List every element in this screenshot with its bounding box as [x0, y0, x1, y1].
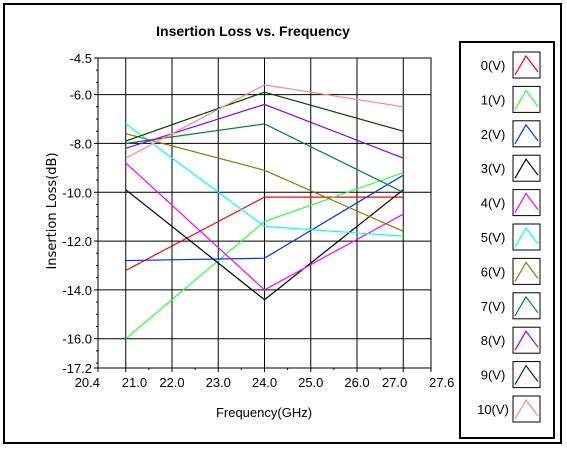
- series-line-6v: [125, 133, 404, 232]
- y-tick-label: -17.2: [62, 361, 92, 376]
- legend-label: 2(V): [481, 127, 506, 142]
- axis-ticks: 20.4 21.0 22.0 23.0 24.0 25.0 26.0 27.0 27.6 -4.5…: [62, 51, 454, 390]
- x-tick-label: 20.4: [75, 375, 100, 390]
- legend-label: 5(V): [481, 230, 506, 245]
- x-tick-label: 26.0: [344, 375, 369, 390]
- x-tick-label: 22.0: [159, 375, 184, 390]
- y-tick-label: -14.0: [62, 283, 92, 298]
- chart-title: Insertion Loss vs. Frequency: [156, 23, 350, 39]
- series-line-2v: [125, 174, 404, 262]
- series-line-3v: [125, 189, 404, 301]
- legend-swatch-line: [514, 295, 539, 317]
- legend-swatch-line: [514, 123, 539, 145]
- legend-swatch-line: [514, 398, 539, 420]
- legend: 0(V) 1(V) 2(V) 3(V) 4(V) 5(V) 6(V) 7(V) 8(V) 9(V)…: [477, 51, 541, 423]
- legend-label: 10(V): [477, 402, 509, 417]
- series-lines: [125, 84, 404, 340]
- series-line-7v: [125, 123, 404, 193]
- series-line-0v: [125, 196, 404, 271]
- legend-swatch-line: [514, 226, 539, 248]
- legend-swatch-line: [514, 54, 539, 76]
- series-line-4v: [125, 162, 404, 291]
- legend-swatch-line: [514, 192, 539, 213]
- x-tick-label: 21.0: [122, 375, 147, 390]
- legend-label: 0(V): [481, 58, 506, 73]
- legend-label: 7(V): [481, 299, 506, 314]
- legend-label: 8(V): [481, 333, 506, 348]
- legend-swatch-line: [514, 364, 539, 385]
- x-tick-label: 25.0: [298, 375, 323, 390]
- y-tick-label: -10.0: [62, 185, 92, 200]
- legend-swatch-line: [514, 261, 539, 282]
- series-line-9v: [125, 91, 404, 142]
- x-tick-label: 27.6: [429, 375, 454, 390]
- y-tick-label: -6.0: [70, 88, 92, 103]
- x-tick-label: 24.0: [252, 375, 277, 390]
- x-tick-label: 27.0: [382, 375, 407, 390]
- x-axis-label: Frequency(GHz): [216, 405, 312, 420]
- legend-label: 1(V): [481, 92, 506, 107]
- legend-swatch-box: [512, 189, 541, 217]
- legend-swatch-line: [514, 330, 539, 351]
- legend-label: 6(V): [481, 264, 506, 279]
- series-line-10v: [125, 84, 404, 159]
- series-line-1v: [125, 172, 404, 340]
- y-tick-label: -8.0: [70, 136, 92, 151]
- x-tick-label: 23.0: [206, 375, 231, 390]
- y-tick-label: -12.0: [62, 234, 92, 249]
- legend-label: 9(V): [481, 368, 506, 383]
- legend-swatch-line: [514, 158, 539, 179]
- y-tick-label: -4.5: [70, 51, 92, 66]
- legend-label: 4(V): [481, 196, 506, 211]
- legend-swatch-line: [514, 89, 539, 110]
- legend-label: 3(V): [481, 161, 506, 176]
- y-tick-label: -16.0: [62, 332, 92, 347]
- y-axis-label: Insertion Loss(dB): [45, 152, 60, 269]
- series-line-5v: [125, 123, 404, 237]
